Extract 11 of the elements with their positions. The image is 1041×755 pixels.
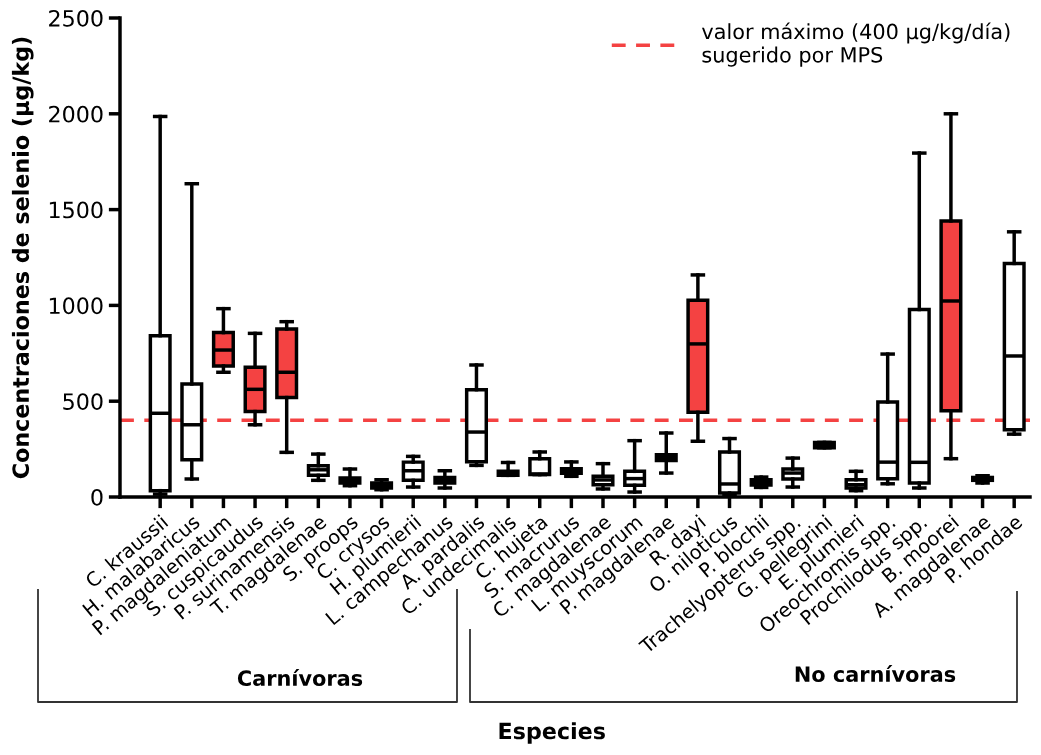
text: No carnívoras [795, 665, 956, 683]
y-tick-label: 1000 [49, 297, 103, 315]
text: Carnívoras [237, 669, 363, 687]
y-axis-title: Concentraciones de selenio (μg/kg) [11, 37, 34, 479]
y-tick-label: 0 [91, 488, 103, 506]
y-tick-label: 2500 [49, 9, 103, 27]
y-tick-label: 1500 [49, 201, 103, 219]
x-axis-title: Especies [499, 722, 605, 744]
y-tick-label: 500 [63, 393, 103, 410]
legend-label: valor máximo (400 μg/kg/día) sugerido por MPS [701, 22, 1010, 67]
y-tick-label: 2000 [49, 105, 103, 123]
